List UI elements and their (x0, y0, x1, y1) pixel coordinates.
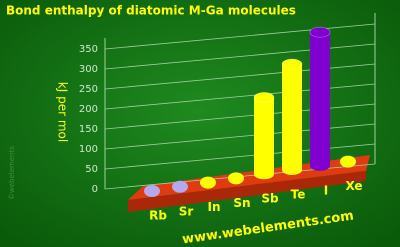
chart-title: Bond enthalpy of diatomic M-Ga molecules (6, 4, 296, 18)
bar (309, 26, 331, 171)
bar-top (309, 26, 331, 38)
floor-front (128, 171, 366, 212)
no-data-marker (144, 185, 160, 197)
y-tick-label: 350 (79, 44, 98, 55)
y-axis-label: kJ per mol (56, 82, 70, 142)
bar (281, 58, 303, 175)
y-tick-label: 200 (79, 104, 98, 115)
floor-top (128, 155, 370, 200)
y-tick-label: 250 (79, 84, 98, 95)
y-tick-label: 150 (79, 124, 98, 135)
bar-base (310, 160, 330, 171)
x-tick-label: Xe (345, 179, 362, 193)
bar-top (281, 58, 303, 70)
y-tick-label: 0 (92, 184, 98, 195)
bar-top (228, 172, 244, 185)
x-tick-label: In (207, 200, 220, 214)
y-tick-label: 100 (79, 144, 98, 155)
x-tick-label: Sb (261, 192, 279, 206)
y-tick-label: 50 (85, 164, 98, 175)
bar-base (254, 169, 274, 180)
bar-top (253, 92, 275, 103)
bar-top (340, 155, 356, 168)
bar (200, 176, 216, 189)
grid-line (104, 23, 376, 50)
bar-top (200, 176, 216, 189)
bar (340, 155, 356, 168)
bar-body (310, 32, 330, 166)
bar-body (282, 64, 302, 170)
bar (228, 172, 244, 185)
watermark: ©webelements (8, 146, 16, 200)
bar (253, 92, 275, 180)
x-tick-label: Rb (149, 209, 167, 223)
bar-base (282, 165, 302, 175)
x-tick-label: I (324, 183, 328, 197)
x-tick-label: Te (291, 188, 306, 202)
x-tick-label: Sn (233, 196, 250, 210)
no-data-marker (172, 180, 188, 193)
bar-body (254, 97, 274, 175)
y-tick-label: 300 (79, 64, 98, 75)
x-tick-label: Sr (179, 204, 194, 218)
